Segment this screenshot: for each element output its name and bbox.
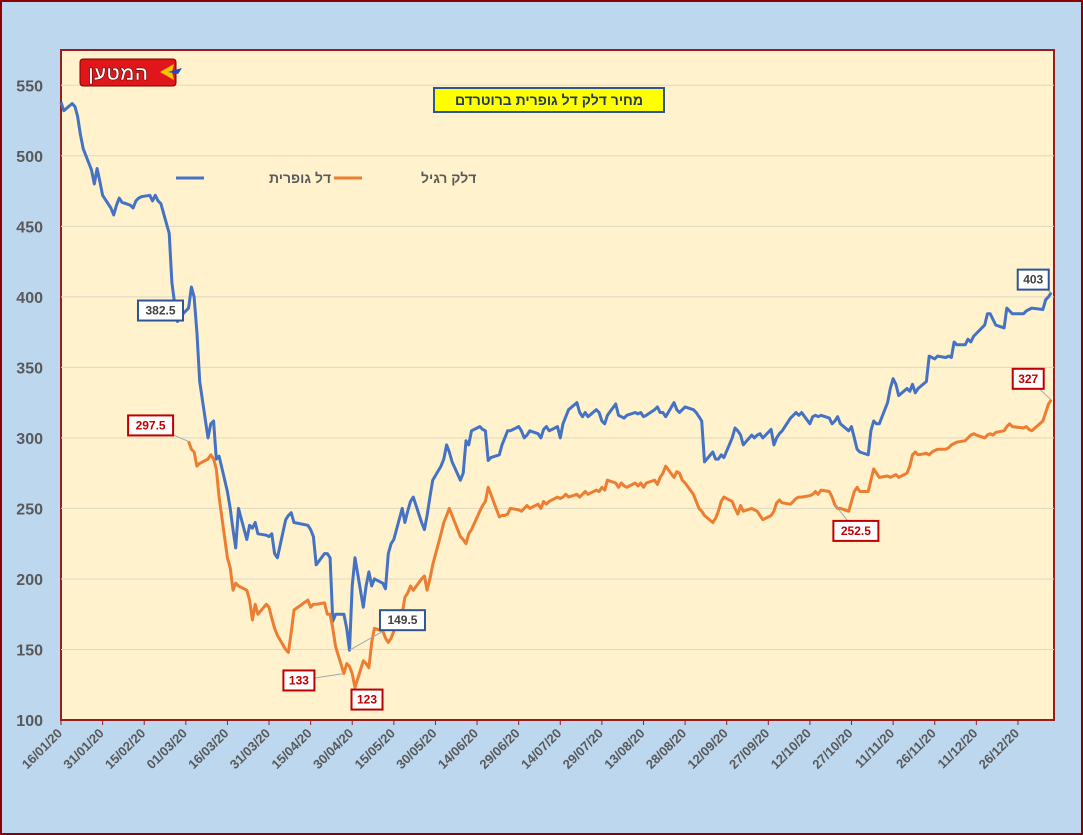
x-tick-label: 15/04/20 <box>268 726 314 772</box>
y-tick-label: 550 <box>16 78 43 95</box>
logo: המטען <box>79 58 182 87</box>
chart-title: מחיר דלק דל גופרית ברוטרדם <box>455 92 643 108</box>
series-group <box>59 101 1053 690</box>
x-tick-label: 15/05/20 <box>352 726 398 772</box>
x-tick-label: 31/03/20 <box>227 726 273 772</box>
series-line-1 <box>187 398 1053 690</box>
x-tick-label: 26/11/20 <box>893 726 939 772</box>
svg-text:382.5: 382.5 <box>145 304 175 318</box>
svg-text:149.5: 149.5 <box>387 613 417 627</box>
y-tick-label: 250 <box>16 501 43 518</box>
data-label: 327 <box>1011 367 1052 401</box>
y-tick-label: 200 <box>16 572 43 589</box>
data-label: 123 <box>350 687 384 711</box>
y-tick-label: 400 <box>16 290 43 307</box>
x-tick-label: 26/12/20 <box>976 726 1022 772</box>
y-axis-ticks: 100 150 200 250 300 350 400 450 500 550 <box>16 78 43 730</box>
x-tick-label: 14/07/20 <box>518 726 564 772</box>
x-tick-label: 16/03/20 <box>185 726 231 772</box>
y-tick-label: 300 <box>16 431 43 448</box>
x-tick-label: 29/07/20 <box>560 726 606 772</box>
gridlines <box>61 84 1054 650</box>
x-axis-ticks: 16/01/2031/01/2015/02/2001/03/2016/03/20… <box>19 720 1022 772</box>
x-tick-label: 11/11/20 <box>852 726 897 771</box>
legend: דל גופרית דלק רגיל <box>176 170 476 186</box>
y-tick-label: 100 <box>16 713 43 730</box>
x-tick-label: 28/08/20 <box>643 726 689 772</box>
x-tick-label: 15/02/20 <box>102 726 148 772</box>
x-tick-label: 27/10/20 <box>809 726 855 772</box>
x-tick-label: 13/08/20 <box>601 726 647 772</box>
svg-text:297.5: 297.5 <box>136 418 166 432</box>
x-tick-label: 01/03/20 <box>144 726 190 772</box>
x-tick-label: 29/06/20 <box>476 726 522 772</box>
series-line-0 <box>59 101 1053 652</box>
y-tick-label: 350 <box>16 360 43 377</box>
data-label: 133 <box>282 669 344 692</box>
x-tick-label: 12/10/20 <box>768 726 814 772</box>
data-label: 403 <box>1016 268 1052 294</box>
data-label: 252.5 <box>832 504 880 542</box>
x-tick-label: 16/01/20 <box>19 726 65 772</box>
svg-text:403: 403 <box>1023 273 1043 287</box>
y-tick-label: 500 <box>16 149 43 166</box>
logo-star-icon <box>160 64 174 80</box>
annotations: 382.5 149.5 403 297.5 133 123 252.5 327 <box>127 268 1052 711</box>
legend-label-low-sulfur: דל גופרית <box>269 170 331 186</box>
x-tick-label: 27/09/20 <box>726 726 772 772</box>
svg-text:133: 133 <box>289 673 309 687</box>
plot-area <box>60 49 1055 721</box>
logo-text: המטען <box>88 63 148 85</box>
data-label: 297.5 <box>127 414 189 442</box>
x-tick-label: 31/01/20 <box>60 726 106 772</box>
data-label: 382.5 <box>136 299 184 322</box>
svg-text:252.5: 252.5 <box>841 524 871 538</box>
x-tick-label: 14/06/20 <box>435 726 481 772</box>
y-tick-label: 450 <box>16 219 43 236</box>
chart-title-box: מחיר דלק דל גופרית ברוטרדם <box>433 87 665 113</box>
x-tick-label: 30/05/20 <box>393 726 439 772</box>
x-tick-label: 11/12/20 <box>935 726 981 772</box>
svg-text:327: 327 <box>1018 372 1038 386</box>
x-tick-label: 12/09/20 <box>684 726 730 772</box>
svg-text:123: 123 <box>357 693 377 707</box>
y-tick-label: 150 <box>16 642 43 659</box>
data-label: 149.5 <box>349 609 426 651</box>
x-tick-label: 30/04/20 <box>310 726 356 772</box>
legend-label-regular: דלק רגיל <box>421 170 476 186</box>
